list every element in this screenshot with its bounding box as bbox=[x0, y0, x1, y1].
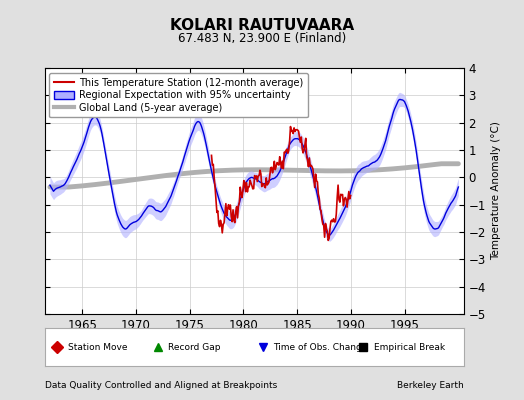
Text: Time of Obs. Change: Time of Obs. Change bbox=[273, 342, 367, 352]
Text: Data Quality Controlled and Aligned at Breakpoints: Data Quality Controlled and Aligned at B… bbox=[45, 381, 277, 390]
Text: Empirical Break: Empirical Break bbox=[374, 342, 445, 352]
Text: 67.483 N, 23.900 E (Finland): 67.483 N, 23.900 E (Finland) bbox=[178, 32, 346, 45]
Text: Station Move: Station Move bbox=[68, 342, 127, 352]
Text: Berkeley Earth: Berkeley Earth bbox=[397, 381, 464, 390]
Text: KOLARI RAUTUVAARA: KOLARI RAUTUVAARA bbox=[170, 18, 354, 33]
Legend: This Temperature Station (12-month average), Regional Expectation with 95% uncer: This Temperature Station (12-month avera… bbox=[49, 73, 308, 118]
Y-axis label: Temperature Anomaly (°C): Temperature Anomaly (°C) bbox=[492, 122, 501, 260]
Text: Record Gap: Record Gap bbox=[168, 342, 221, 352]
